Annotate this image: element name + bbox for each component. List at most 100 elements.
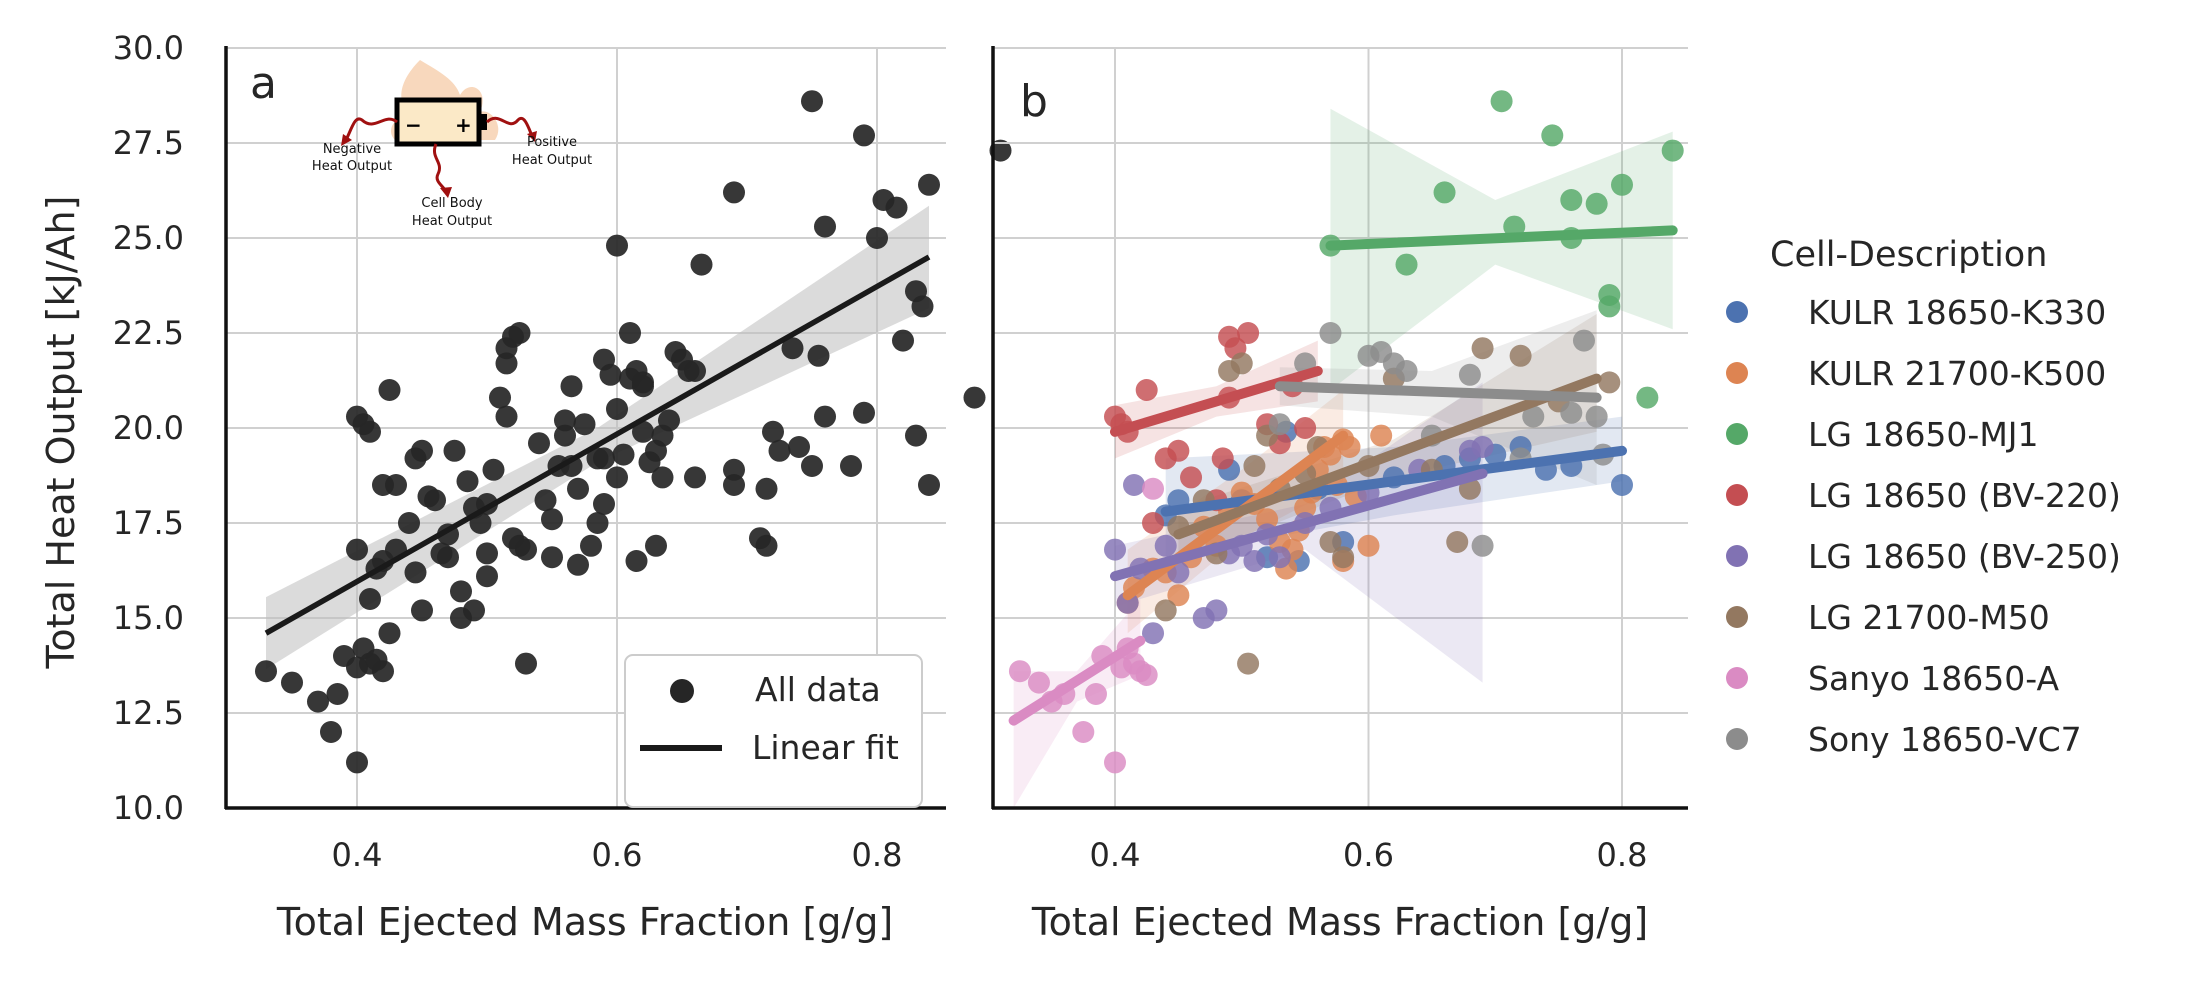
- inset-body-line1: Cell Body: [421, 196, 483, 211]
- panel-a-point-90: [658, 409, 680, 432]
- panel-a-point-14: [359, 588, 381, 610]
- panel-a-point-108: [807, 344, 830, 367]
- negative-arrowhead-icon: [341, 134, 352, 146]
- panel-a-point-96: [690, 253, 713, 276]
- panel-b-series-5-point-13: [1332, 546, 1355, 569]
- panel-a-points: [255, 90, 1012, 774]
- panel-b-fit-7: [1274, 381, 1602, 403]
- inset-positive-line1: Positive: [527, 135, 577, 150]
- panel-a-point-112: [840, 455, 862, 477]
- panel-b-series-7-point-11: [1522, 405, 1545, 428]
- battery-terminal-icon: [479, 114, 487, 130]
- panel-a-legend: All data Linear fit: [624, 654, 923, 808]
- panel-a-point-116: [866, 227, 888, 249]
- panel-b-band-2: [1330, 108, 1673, 391]
- panel-b-series-2-point-13: [1661, 139, 1684, 162]
- panel-b-series-5-point-20: [1509, 344, 1532, 367]
- panel-a-point-60: [554, 409, 576, 432]
- panel-b-series-2-point-2: [1433, 181, 1456, 204]
- panel-a-point-66: [573, 413, 596, 436]
- panel-a-ytick-5: 22.5: [113, 314, 184, 352]
- battery-heat-icon: − + Negative Heat Output Positive Heat O…: [312, 60, 592, 229]
- panel-b-xtick-2: 0.8: [1597, 836, 1648, 874]
- panel-b-series-2-point-11: [1611, 173, 1633, 196]
- legend-label-4: LG 18650 (BV-250): [1808, 537, 2121, 576]
- panel-b-series-7-point-0: [1268, 413, 1291, 436]
- panel-a-point-57: [541, 508, 563, 531]
- panel-b-series-4-point-8: [1205, 599, 1228, 622]
- legend-marker-6: [1726, 667, 1748, 689]
- legend-label-6: Sanyo 18650-A: [1808, 659, 2059, 698]
- panel-b-series-1-point-27: [1370, 424, 1393, 447]
- panel-a-point-70: [593, 447, 615, 470]
- panel-b-series-1-point-4: [1167, 584, 1190, 607]
- panel-a-point-67: [580, 534, 602, 557]
- panel-b-series-7-point-2: [1319, 322, 1342, 344]
- panel-a-point-74: [606, 398, 628, 420]
- panel-b-series-2-point-1: [1395, 253, 1418, 276]
- panel-b-series-6-point-7: [1104, 751, 1126, 774]
- panel-a-point-30: [424, 489, 446, 512]
- panel-b-series-4-point-2: [1123, 474, 1146, 496]
- panel-a-point-56: [534, 489, 557, 512]
- panel-b-series-3-point-13: [1237, 322, 1260, 344]
- panel-a-point-77: [606, 234, 628, 257]
- panel-a-point-114: [853, 124, 875, 147]
- panel-a-point-58: [541, 546, 563, 569]
- legend-fit-label: Linear fit: [752, 728, 899, 767]
- panel-a: 0.4 0.6 0.8 10.0 12.5 15.0 17.5 20.0 22.5 25.0 27.…: [39, 29, 1012, 944]
- panel-b-letter: b: [1020, 76, 1048, 127]
- panel-b-series-5-point-19: [1471, 337, 1494, 360]
- panel-b-series-3-point-7: [1180, 466, 1203, 489]
- panel-a-point-95: [684, 466, 706, 489]
- panel-b-series-7-point-6: [1395, 360, 1418, 382]
- panel-b-series-6-point-13: [1142, 477, 1165, 500]
- panel-a-ytick-2: 15.0: [113, 599, 184, 637]
- panel-a-point-2: [307, 690, 329, 713]
- panel-b-series-5-point-5: [1230, 352, 1253, 375]
- panel-b-fit-3: [1110, 366, 1323, 437]
- panel-b-series-7-point-8: [1458, 363, 1481, 386]
- legend-label-0: KULR 18650-K330: [1808, 293, 2106, 332]
- panel-a-point-1: [281, 671, 303, 694]
- panel-a-point-32: [437, 546, 459, 569]
- panel-a-point-99: [723, 474, 745, 496]
- panel-a-point-101: [755, 534, 778, 557]
- body-arrow-icon: [433, 143, 448, 193]
- positive-arrow-icon: [485, 116, 534, 137]
- body-arrowhead-icon: [440, 187, 452, 198]
- panel-b-series-2-point-12: [1636, 386, 1659, 409]
- panel-a-point-46: [495, 405, 518, 428]
- battery-minus-label: −: [405, 113, 422, 137]
- legend-label-1: KULR 21700-K500: [1808, 354, 2106, 393]
- panel-a-point-47: [495, 352, 518, 375]
- legend-label-2: LG 18650-MJ1: [1808, 415, 2039, 454]
- panel-a-ytick-3: 17.5: [113, 504, 184, 542]
- panel-a-ytick-8: 30.0: [113, 29, 184, 67]
- panel-a-point-43: [476, 565, 498, 588]
- panel-b: 0.4 0.6 0.8 b Total Ejected Mass Fraction …: [991, 46, 1688, 944]
- panel-b-series-2-point-5: [1541, 124, 1564, 147]
- panel-b-series-1-point-25: [1357, 534, 1380, 557]
- legend-label-5: LG 21700-M50: [1808, 598, 2050, 637]
- panel-b-series-6-point-5: [1084, 683, 1107, 705]
- panel-b-series-5-point-22: [1598, 371, 1621, 394]
- panel-b-series-2-point-3: [1490, 90, 1513, 113]
- panel-b-series-6-point-4: [1072, 721, 1095, 743]
- panel-b-series-4-point-0: [1104, 538, 1126, 561]
- legend-marker-0: [1726, 301, 1748, 323]
- panel-a-point-55: [528, 432, 550, 455]
- panel-b-series-7-point-13: [1572, 329, 1595, 352]
- panel-a-point-25: [404, 561, 427, 584]
- inset-negative-line2: Heat Output: [312, 159, 392, 174]
- panel-a-point-68: [586, 512, 609, 534]
- panel-a-point-35: [450, 580, 472, 603]
- panel-a-point-3: [320, 721, 342, 743]
- panel-a-point-102: [755, 477, 778, 500]
- panel-b-fit-5: [1173, 373, 1602, 540]
- panel-a-point-6: [346, 751, 368, 774]
- panel-b-series-0-point-16: [1611, 474, 1633, 496]
- panel-a-ytick-1: 12.5: [113, 694, 184, 732]
- panel-a-point-79: [619, 322, 641, 344]
- panel-b-series-6-point-12: [1135, 664, 1158, 686]
